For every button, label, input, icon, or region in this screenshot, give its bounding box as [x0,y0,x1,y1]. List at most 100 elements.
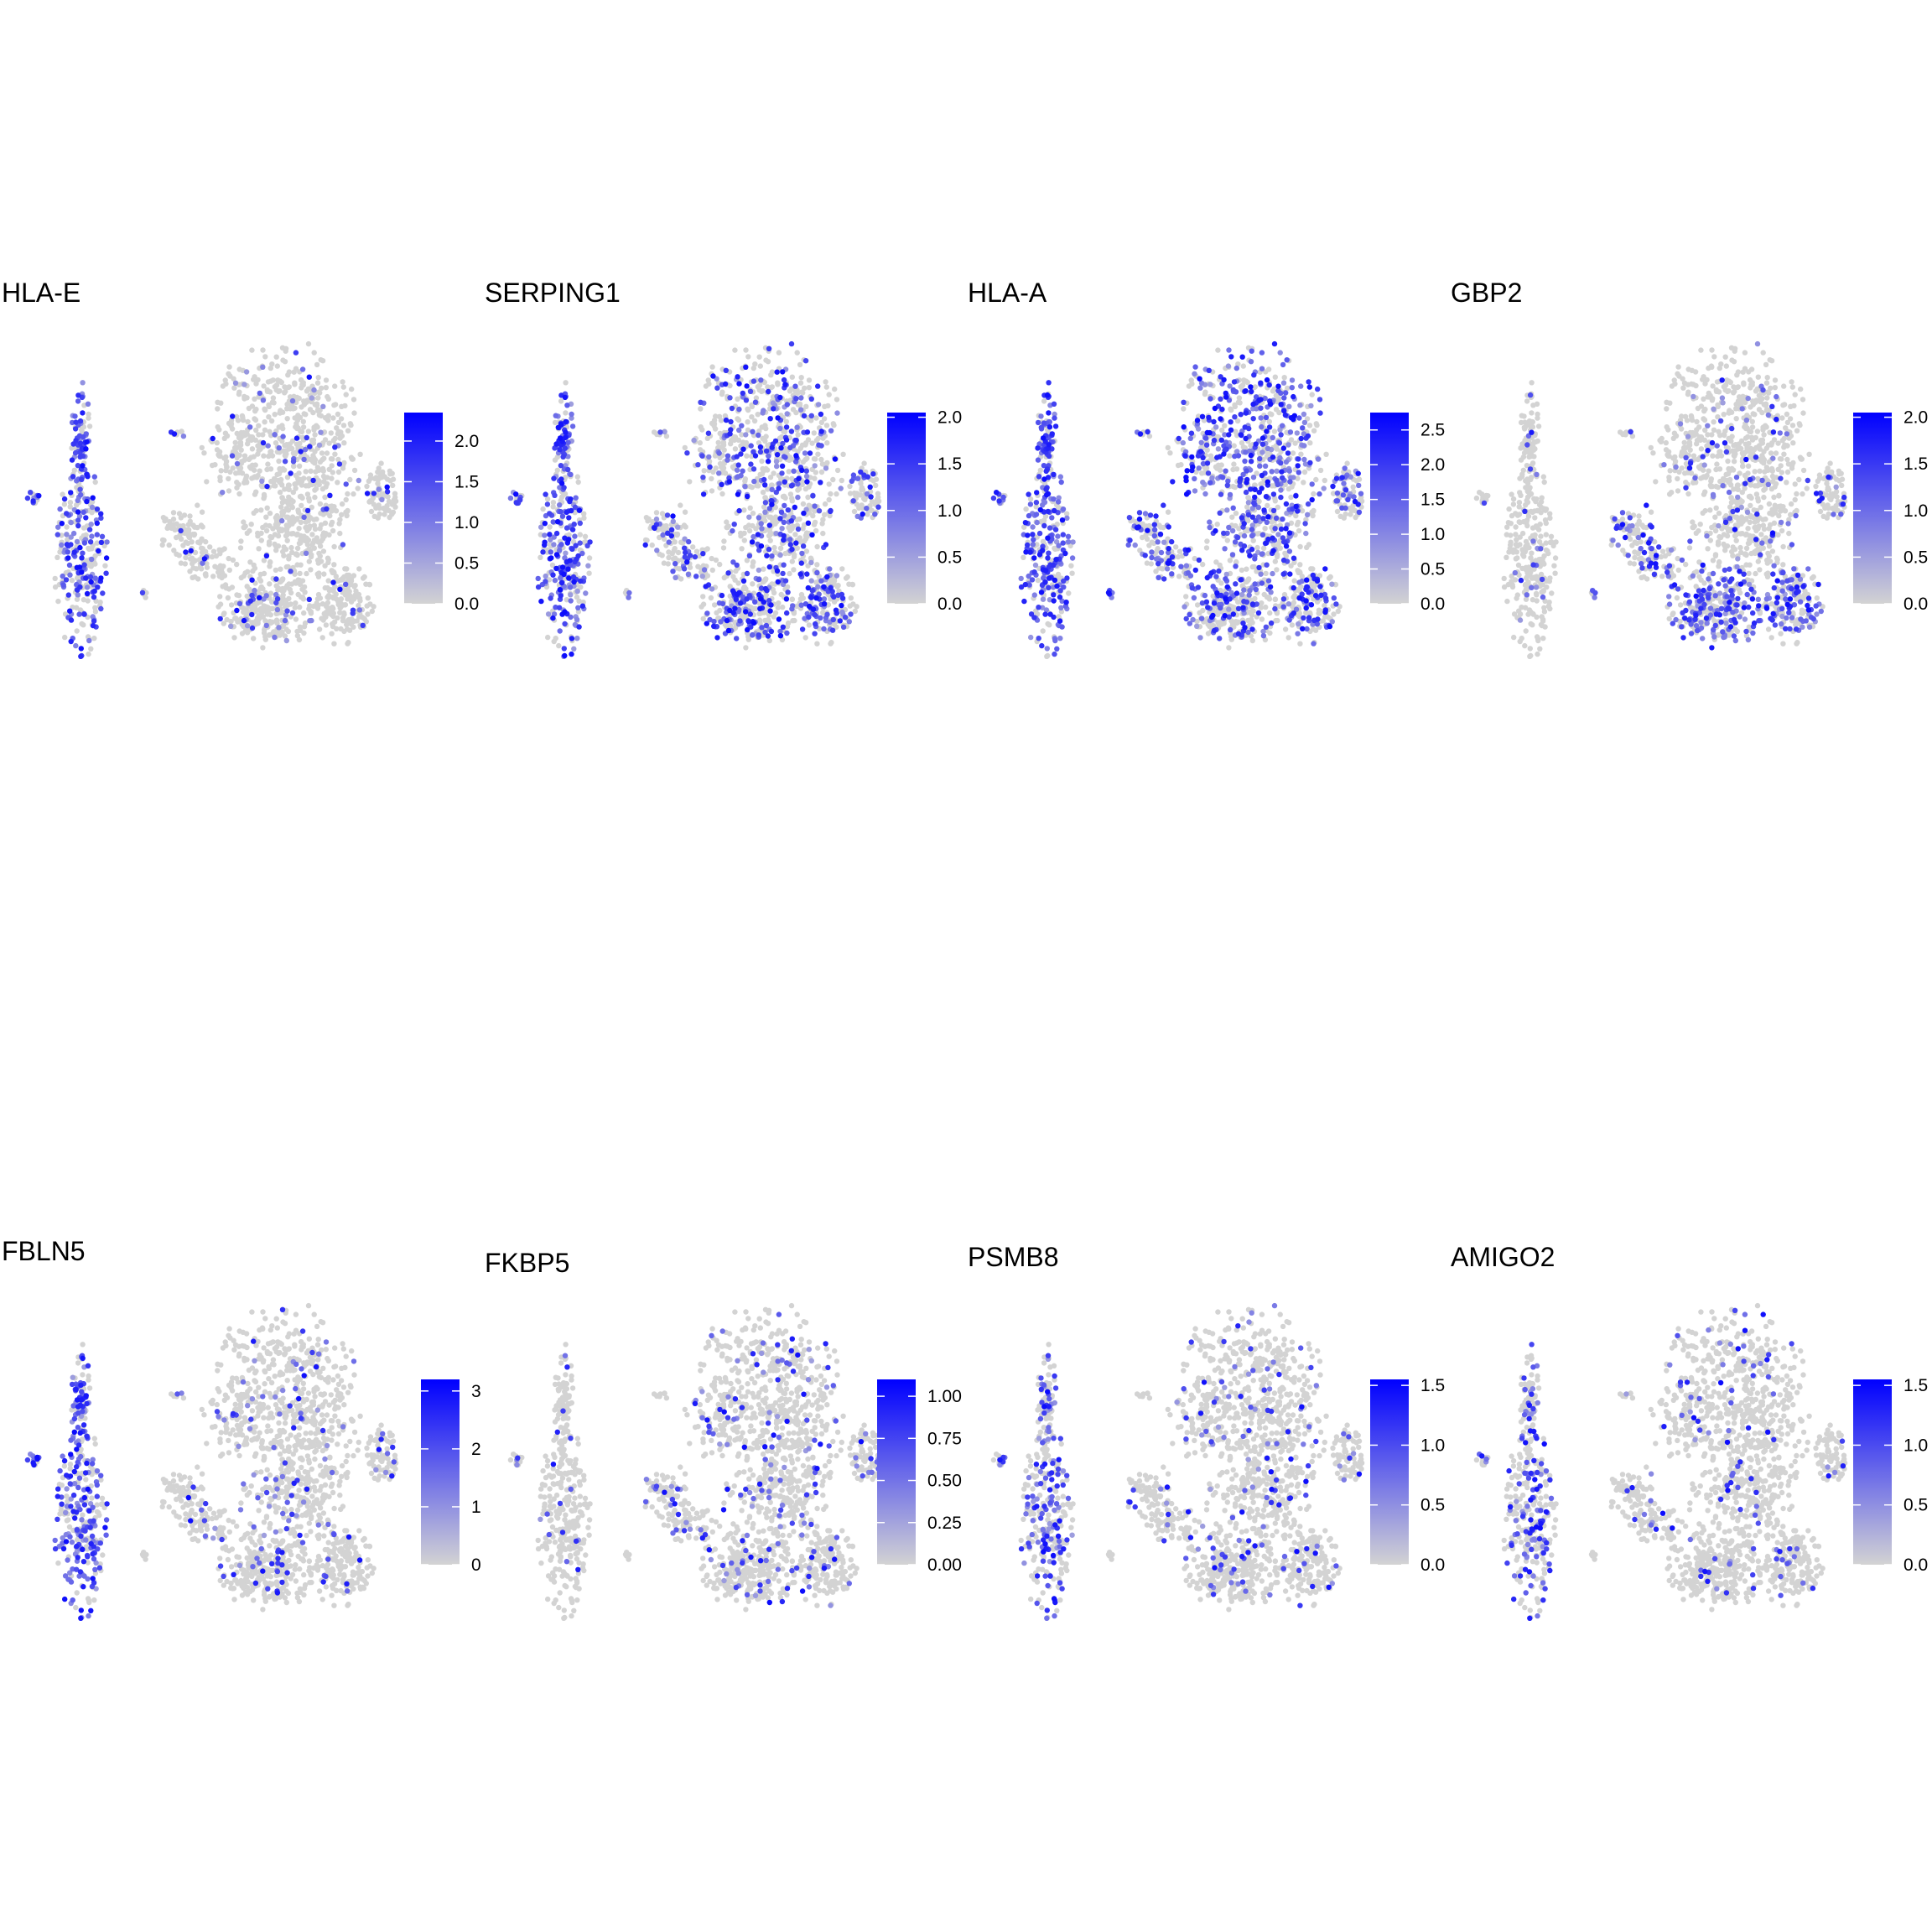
cell-point [1273,407,1280,413]
cell-point [258,538,264,543]
cell-point [825,402,831,409]
cell-point [242,453,248,459]
colorbar-tick-label: 1.5 [454,472,479,491]
cell-point [324,506,330,512]
cell-point [550,572,556,578]
cell-point [367,475,374,481]
cell-point [1353,478,1359,484]
cell-point [1226,645,1232,651]
cell-point [327,492,333,498]
cell-point [316,481,322,487]
cell-point [776,350,782,356]
cell-point [194,566,200,572]
cell-point [626,589,632,596]
cell-point [812,631,818,636]
cell-point [698,399,704,405]
cell-point [1241,587,1247,593]
cell-point [1209,475,1215,481]
cell-point [848,595,854,601]
cell-point [316,442,323,448]
cell-point [557,628,563,634]
cell-point [1244,579,1250,584]
cell-point [801,510,807,517]
cell-point [55,532,61,538]
cell-point [761,476,767,483]
cell-point [769,553,775,559]
cell-point [709,364,715,370]
cell-point [1327,574,1333,580]
cell-point [350,607,356,613]
cell-point [234,430,240,437]
cell-point [812,475,818,481]
cell-point [356,591,362,598]
cell-point [728,418,734,425]
cell-point [263,514,269,520]
cell-point [324,480,330,487]
cell-point [1289,622,1296,628]
cell-point [283,514,289,520]
cell-point [1239,440,1245,446]
cell-point [270,395,277,401]
cell-point [24,495,31,501]
cell-point [1213,424,1219,430]
cell-point [340,384,346,390]
colorbar-tick-label: 2.0 [937,408,962,428]
cell-point [322,494,328,501]
cell-point [331,402,337,408]
cell-point [304,507,311,514]
cell-point [746,514,752,520]
cell-point [751,478,757,485]
cell-point [318,429,324,435]
cell-point [552,492,558,498]
cell-point [812,503,818,509]
cell-point [724,524,730,531]
cell-point [290,489,296,496]
cell-point [777,552,783,558]
cell-point [875,491,881,496]
cell-point [848,611,854,617]
cell-point [1344,460,1350,466]
cell-point [759,470,766,477]
cell-point [1040,502,1046,508]
cell-point [672,555,678,561]
cell-point [284,532,290,538]
cell-point [70,530,77,537]
cell-point [791,553,797,560]
cell-point [187,513,193,519]
cell-point [220,490,226,496]
cell-point [76,611,82,617]
cell-point [356,607,363,613]
cell-point [767,608,773,614]
cell-point [1259,551,1265,557]
cell-point [821,584,827,590]
cell-point [301,456,307,463]
cell-point [718,418,724,423]
cell-point [733,568,739,574]
cell-point [1239,591,1245,598]
cell-point [312,449,318,454]
cell-point [755,532,761,538]
cell-point [745,406,750,412]
cell-point [228,623,234,629]
cell-point [102,563,108,569]
cell-point [195,502,200,508]
cell-point [273,382,280,388]
cell-point [789,596,795,603]
cell-point [735,491,741,497]
cell-point [558,593,564,599]
cell-point [253,507,259,514]
cell-point [823,542,829,548]
cell-point [257,571,263,578]
cell-point [1283,459,1290,465]
cell-point [387,468,393,474]
cell-point [834,410,840,416]
cell-point [787,542,793,548]
cell-point [748,443,754,449]
cell-point [66,562,73,569]
cell-point [1243,449,1249,455]
cell-point [371,491,377,496]
cell-point [91,474,98,480]
cell-point [317,501,324,507]
cell-point [683,549,688,556]
cell-point [348,422,354,428]
